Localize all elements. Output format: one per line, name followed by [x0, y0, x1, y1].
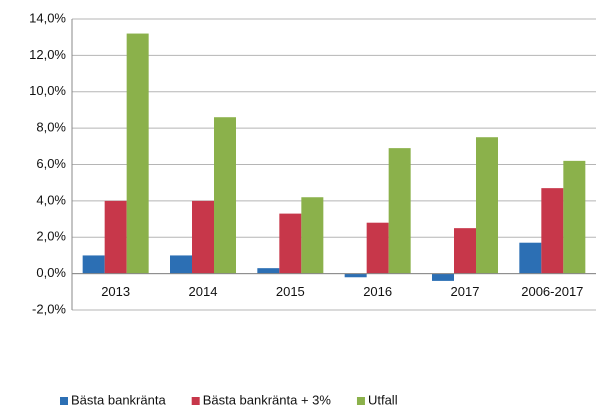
legend-label: Bästa bankränta: [71, 392, 166, 407]
legend-swatch: [356, 397, 365, 405]
x-tick-label: 2015: [276, 284, 305, 299]
y-tick-label: 4,0%: [36, 192, 66, 207]
bar: [366, 222, 389, 274]
y-tick-label: -2,0%: [32, 301, 66, 316]
legend-swatch: [191, 397, 200, 405]
bar: [301, 197, 324, 274]
bar: [126, 33, 149, 274]
bar: [519, 242, 542, 274]
bar: [257, 268, 280, 274]
bar: [170, 255, 192, 274]
x-tick-label: 2013: [101, 284, 130, 299]
bar: [541, 188, 564, 274]
bar: [454, 228, 476, 274]
y-tick-label: 6,0%: [36, 156, 66, 171]
y-tick-label: 14,0%: [29, 10, 66, 25]
x-tick-label: 2017: [451, 284, 480, 299]
legend-swatch: [60, 397, 68, 405]
bar: [82, 255, 105, 274]
bar: [344, 273, 367, 278]
x-tick-label: 2014: [189, 284, 218, 299]
y-tick-label: 0,0%: [36, 265, 66, 280]
y-tick-label: 2,0%: [36, 229, 66, 244]
x-tick-label: 2016: [363, 284, 392, 299]
y-tick-label: 12,0%: [29, 47, 66, 62]
x-tick-label: 2006-2017: [521, 284, 583, 299]
bar: [279, 213, 302, 274]
legend-label: Utfall: [368, 392, 398, 407]
y-tick-label: 8,0%: [36, 120, 66, 135]
legend-label: Bästa bankränta + 3%: [203, 392, 332, 407]
bar: [104, 200, 127, 274]
bar: [476, 137, 498, 274]
bar: [192, 200, 214, 274]
bar: [563, 160, 586, 274]
bar: [388, 148, 411, 274]
y-tick-label: 10,0%: [29, 83, 66, 98]
bar: [214, 117, 236, 274]
bar: [432, 273, 454, 281]
